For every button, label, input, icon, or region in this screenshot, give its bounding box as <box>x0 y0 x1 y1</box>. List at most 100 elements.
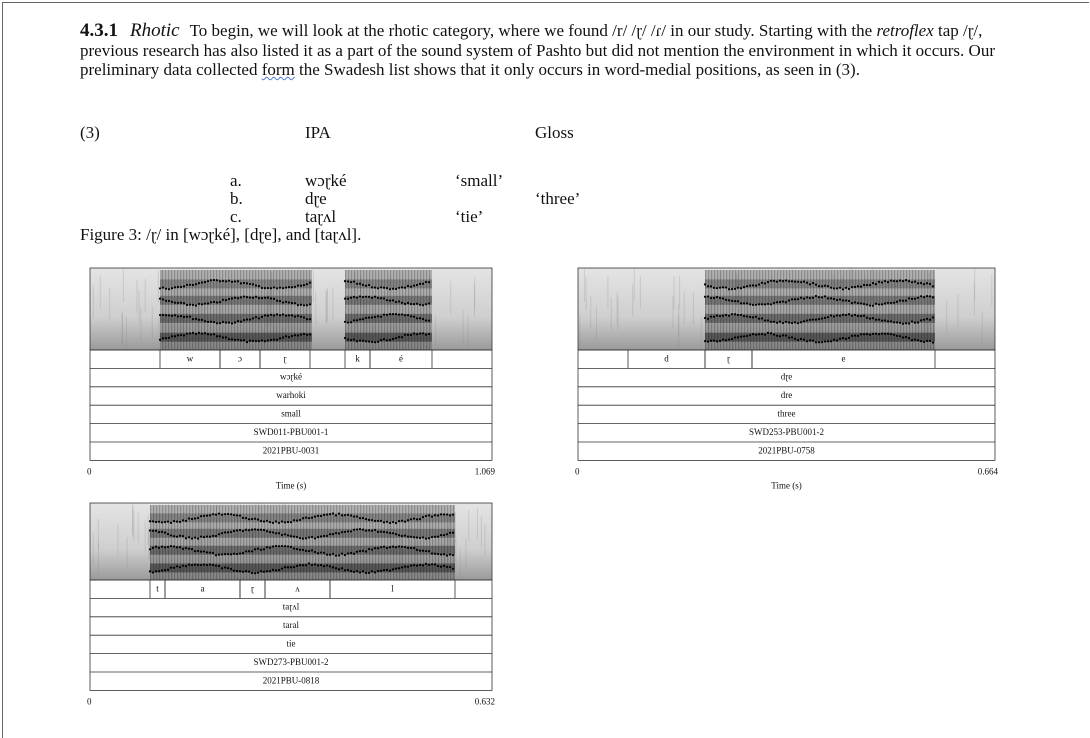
formant-dot <box>839 287 841 289</box>
formant-dot <box>204 281 206 283</box>
formant-dot <box>218 533 220 535</box>
noise <box>158 270 159 303</box>
formant-dot <box>827 316 829 318</box>
formant-dot <box>224 531 226 533</box>
noise <box>315 292 316 325</box>
formant-dot <box>300 316 302 318</box>
formant-dot <box>440 513 442 515</box>
formant-dot <box>260 520 262 522</box>
formant-dot <box>293 536 295 538</box>
formant-dot <box>413 517 415 519</box>
formant-dot <box>174 314 176 316</box>
formant-dot <box>329 565 331 567</box>
formant-dot <box>896 321 898 323</box>
formant-dot <box>854 286 856 288</box>
formant-dot <box>407 302 409 304</box>
formant-dot <box>398 287 400 289</box>
formant-dot <box>162 287 164 289</box>
formant-dot <box>773 334 775 336</box>
formant-dot <box>440 534 442 536</box>
formant-dot <box>782 280 784 282</box>
formant-dot <box>278 569 280 571</box>
tier-label: small <box>281 408 301 418</box>
formant-dot <box>818 285 820 287</box>
formant-dot <box>272 522 274 524</box>
formant-dot <box>902 280 904 282</box>
formant-dot <box>186 316 188 318</box>
formant-dot <box>275 569 277 571</box>
formant-dot <box>200 535 202 537</box>
formant-dot <box>812 340 814 342</box>
segment-label: w <box>187 353 194 363</box>
formant-dot <box>749 316 751 318</box>
formant-dot <box>734 336 736 338</box>
formant-dot <box>818 296 820 298</box>
formant-dot <box>842 299 844 301</box>
formant-dot <box>743 286 745 288</box>
formant-dot <box>404 314 406 316</box>
time-start: 0 <box>575 466 580 476</box>
formant-dot <box>803 281 805 283</box>
noise <box>684 291 685 324</box>
formant-dot <box>291 302 293 304</box>
formant-dot <box>911 298 913 300</box>
formant-dot <box>839 298 841 300</box>
formant-dot <box>236 514 238 516</box>
formant-dot <box>395 546 397 548</box>
formant-dot <box>908 297 910 299</box>
formant-dot <box>872 333 874 335</box>
formant-dot <box>350 514 352 516</box>
formant-dot <box>177 315 179 317</box>
formant-dot <box>185 565 187 567</box>
formant-dot <box>344 554 346 556</box>
formant-dot <box>338 532 340 534</box>
formant-dot <box>314 563 316 565</box>
formant-dot <box>356 551 358 553</box>
formant-dot <box>338 554 340 556</box>
formant-dot <box>842 337 844 339</box>
formant-dot <box>434 514 436 516</box>
formant-dot <box>833 315 835 317</box>
formant-dot <box>210 301 212 303</box>
formant-dot <box>905 322 907 324</box>
formant-dot <box>422 283 424 285</box>
formant-dot <box>785 321 787 323</box>
formant-dot <box>866 333 868 335</box>
formant-dot <box>350 281 352 283</box>
formant-dot <box>857 302 859 304</box>
formant-dot <box>416 565 418 567</box>
formant-dot <box>171 301 173 303</box>
formant-dot <box>165 300 167 302</box>
formant-dot <box>215 565 217 567</box>
formant-dot <box>195 333 197 335</box>
formant-dot <box>788 299 790 301</box>
noise <box>474 284 475 317</box>
formant-dot <box>437 565 439 567</box>
formant-dot <box>845 338 847 340</box>
formant-dot <box>210 321 212 323</box>
formant-dot <box>416 317 418 319</box>
formant-dot <box>725 286 727 288</box>
formant-dot <box>869 284 871 286</box>
formant-dot <box>884 319 886 321</box>
formant-dot <box>309 333 311 335</box>
formant-dot <box>216 322 218 324</box>
formant-dot <box>225 280 227 282</box>
formant-dot <box>272 531 274 533</box>
formant-dot <box>395 337 397 339</box>
noise <box>133 510 134 541</box>
formant-dot <box>251 518 253 520</box>
formant-dot <box>386 521 388 523</box>
formant-dot <box>299 564 301 566</box>
formant-dot <box>401 313 403 315</box>
formant-dot <box>413 547 415 549</box>
formant-dot <box>413 564 415 566</box>
formant-dot <box>845 314 847 316</box>
formant-dot <box>326 554 328 556</box>
formant-dot <box>392 299 394 301</box>
formant-dot <box>323 514 325 516</box>
formant-dot <box>398 567 400 569</box>
formant-dot <box>228 322 230 324</box>
formant-dot <box>236 529 238 531</box>
formant-dot <box>797 322 799 324</box>
